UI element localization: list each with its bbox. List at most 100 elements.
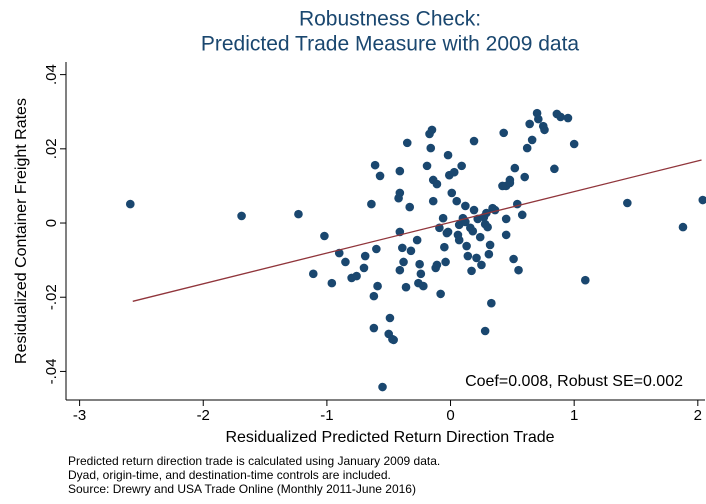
point [509, 254, 518, 264]
point [581, 275, 590, 285]
point [457, 161, 466, 171]
point [426, 143, 436, 153]
point [449, 167, 459, 177]
point [527, 135, 537, 145]
point [406, 246, 416, 256]
point [395, 166, 405, 176]
y-tick-label: -.02 [43, 284, 60, 310]
point [480, 326, 490, 336]
x-tick-label: 0 [446, 407, 454, 424]
point [438, 213, 448, 223]
point [428, 196, 438, 206]
note: Predicted return direction trade is calc… [68, 454, 440, 468]
y-tick-label: 0 [43, 219, 60, 227]
fit-line [132, 159, 702, 302]
point [369, 323, 379, 333]
point [395, 265, 405, 275]
point [308, 269, 318, 279]
point [698, 195, 706, 205]
point [398, 243, 407, 253]
point [463, 251, 473, 261]
point [569, 139, 579, 149]
point [359, 263, 369, 273]
point [501, 230, 511, 240]
point [510, 163, 520, 173]
point [505, 175, 515, 185]
point [389, 335, 398, 345]
point [550, 164, 559, 174]
point [385, 313, 395, 323]
x-tick-label: -1 [320, 407, 333, 424]
x-tick-label: -2 [197, 407, 210, 424]
point [483, 222, 492, 232]
point [475, 232, 485, 242]
y-tick-label: -.04 [43, 359, 60, 385]
point [341, 257, 350, 267]
point [401, 282, 411, 292]
note: Dyad, origin-time, and destination-time … [68, 468, 391, 482]
point [378, 382, 387, 392]
point [452, 196, 462, 206]
point [352, 271, 361, 281]
point [487, 298, 496, 308]
point [461, 201, 470, 211]
point [399, 257, 408, 267]
point [125, 199, 135, 209]
point [469, 205, 479, 215]
point [412, 235, 422, 245]
point [373, 281, 382, 291]
point [467, 266, 476, 276]
x-tick-label: 2 [694, 407, 702, 424]
point [499, 128, 508, 138]
x-tick-label: 1 [570, 407, 578, 424]
point [441, 257, 450, 267]
point [517, 210, 527, 220]
point [514, 265, 523, 275]
y-axis-title: Residualized Container Freight Rates [13, 98, 30, 364]
point [432, 260, 442, 270]
point [525, 119, 534, 129]
point [405, 202, 415, 212]
point [360, 251, 370, 261]
annotation: Coef=0.008, Robust SE=0.002 [465, 373, 683, 390]
point [394, 193, 403, 203]
x-axis-title: Residualized Predicted Return Direction … [225, 429, 554, 446]
point [538, 121, 548, 131]
note: Source: Drewry and USA Trade Online (Mon… [68, 482, 416, 496]
point [370, 160, 380, 170]
point [416, 269, 426, 279]
point [422, 161, 432, 171]
point [469, 136, 479, 146]
point [623, 198, 632, 208]
point [369, 291, 379, 301]
point [563, 113, 573, 123]
point [294, 209, 303, 219]
point [237, 211, 246, 221]
point [678, 222, 688, 232]
y-tick-label: .04 [43, 64, 60, 85]
x-tick-label: -3 [73, 407, 86, 424]
point [443, 150, 453, 160]
point [520, 172, 530, 182]
point [415, 259, 424, 269]
point [468, 226, 478, 236]
point [472, 253, 481, 263]
y-tick-label: .02 [43, 138, 60, 159]
point [327, 278, 337, 288]
point [484, 249, 494, 259]
point [501, 214, 511, 224]
chart-title: Predicted Trade Measure with 2009 data [201, 33, 580, 56]
point [522, 143, 532, 153]
point [556, 112, 565, 122]
point [375, 171, 385, 181]
point [477, 260, 486, 270]
point [436, 289, 445, 299]
point [440, 242, 449, 252]
point [447, 188, 457, 198]
point [534, 114, 543, 124]
point [372, 244, 381, 254]
point [367, 199, 376, 209]
point [462, 241, 471, 251]
point [419, 281, 428, 291]
